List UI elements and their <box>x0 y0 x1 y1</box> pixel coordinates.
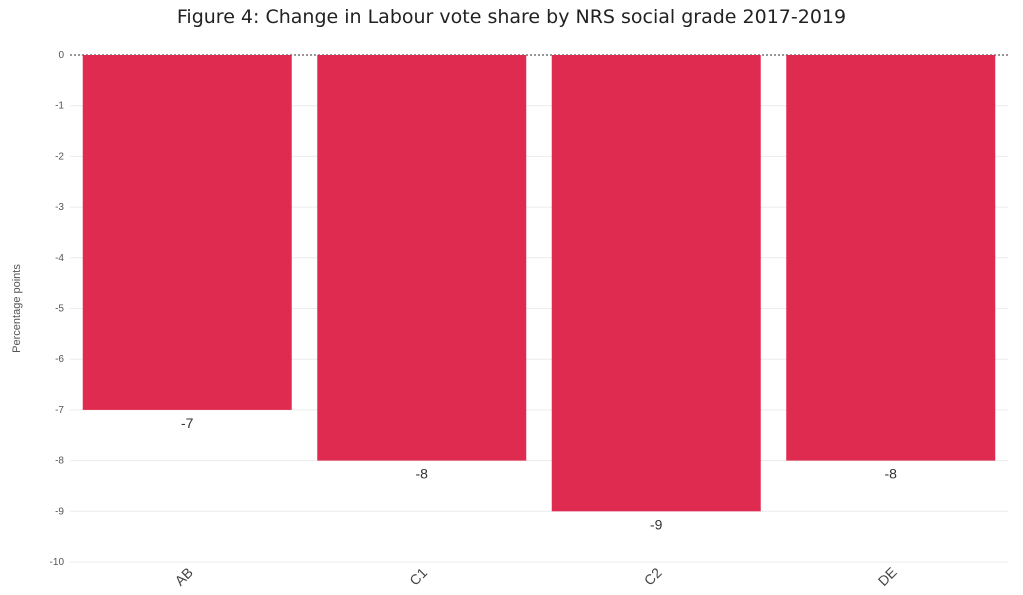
y-tick-label: -2 <box>55 151 64 162</box>
data-label: -9 <box>650 516 663 532</box>
y-tick-label: -5 <box>55 304 64 315</box>
y-tick-label: -1 <box>55 101 64 112</box>
y-tick-label: -3 <box>55 202 64 213</box>
bar-de <box>786 55 996 461</box>
y-tick-label: -4 <box>55 253 64 264</box>
data-label: -8 <box>885 466 898 482</box>
y-tick-label: -10 <box>50 557 65 568</box>
x-tick-label: AB <box>171 564 196 589</box>
data-label: -7 <box>181 415 194 431</box>
y-tick-label: -6 <box>55 354 64 365</box>
x-tick-label: C1 <box>406 564 430 588</box>
chart-title: Figure 4: Change in Labour vote share by… <box>176 6 847 28</box>
y-tick-label: -9 <box>55 506 64 517</box>
y-tick-label: 0 <box>58 50 64 61</box>
bar-c2 <box>551 55 761 512</box>
bar-layer <box>82 55 996 512</box>
y-tick-label: -7 <box>55 405 64 416</box>
bar-c1 <box>317 55 527 461</box>
data-label: -8 <box>416 466 429 482</box>
bar-ab <box>82 55 292 410</box>
y-tick-label: -8 <box>55 456 64 467</box>
x-tick-label: DE <box>875 564 900 589</box>
x-tick-label: C2 <box>641 564 665 588</box>
y-axis-label: Percentage points <box>11 264 23 353</box>
